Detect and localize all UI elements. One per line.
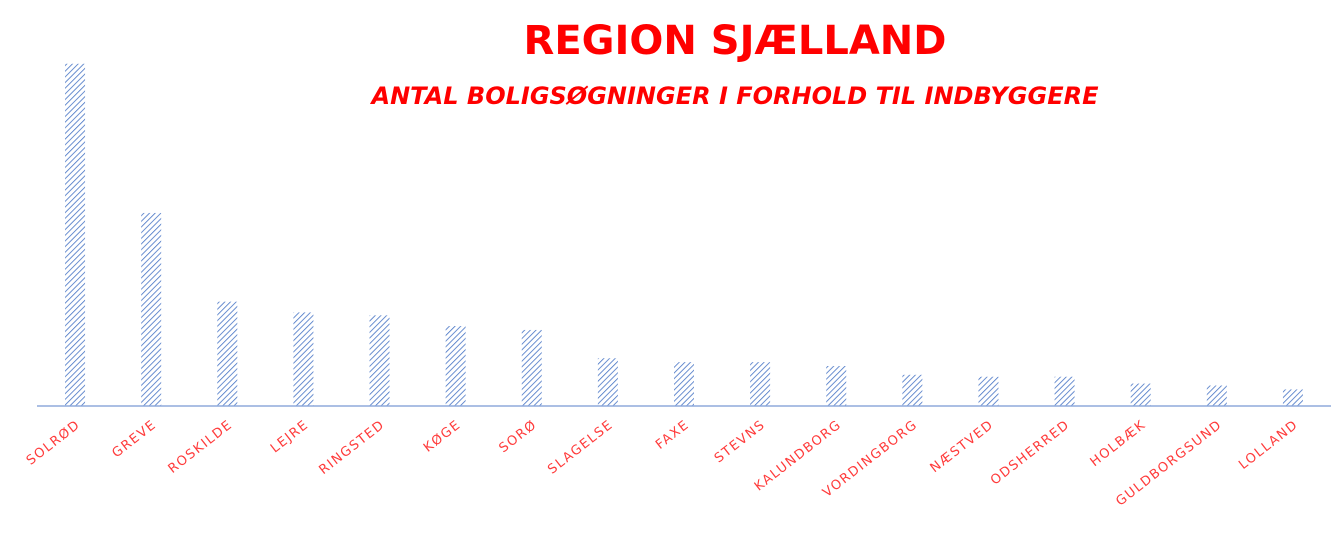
- x-tick-label: LOLLAND: [1236, 417, 1301, 472]
- chart-title: REGION SJÆLLAND: [524, 18, 947, 64]
- x-tick-label: GREVE: [109, 417, 159, 461]
- bar: [1206, 385, 1227, 406]
- x-tick-label: HOLBÆK: [1088, 417, 1150, 470]
- bar: [826, 366, 847, 406]
- x-tick-label: SOLRØD: [24, 417, 84, 468]
- bar: [1282, 389, 1303, 406]
- x-tick-label: FAXE: [653, 417, 692, 452]
- x-tick-label: ROSKILDE: [166, 417, 236, 476]
- bar: [597, 358, 618, 406]
- x-tick-label: RINGSTED: [316, 417, 388, 478]
- bar: [141, 212, 162, 406]
- bar: [293, 312, 314, 406]
- bar: [445, 326, 466, 406]
- x-tick-label: SLAGELSE: [545, 417, 616, 477]
- x-tick-label: NÆSTVED: [928, 417, 997, 476]
- bar: [1054, 376, 1075, 406]
- bar: [674, 362, 694, 406]
- x-tick-label: STEVNS: [712, 417, 769, 466]
- bar: [369, 315, 390, 406]
- bar: [1130, 383, 1151, 406]
- x-tick-label: SORØ: [497, 417, 541, 456]
- x-tick-label: KØGE: [421, 417, 464, 455]
- bar: [217, 301, 238, 406]
- bar: [978, 376, 999, 406]
- x-tick-label: ODSHERRED: [988, 417, 1073, 488]
- bar: [750, 362, 771, 406]
- chart-subtitle: ANTAL BOLIGSØGNINGER I FORHOLD TIL INDBY…: [370, 82, 1100, 110]
- bar: [521, 329, 542, 406]
- bar: [65, 63, 86, 407]
- x-tick-label: LEJRE: [268, 417, 312, 456]
- bar: [902, 374, 923, 406]
